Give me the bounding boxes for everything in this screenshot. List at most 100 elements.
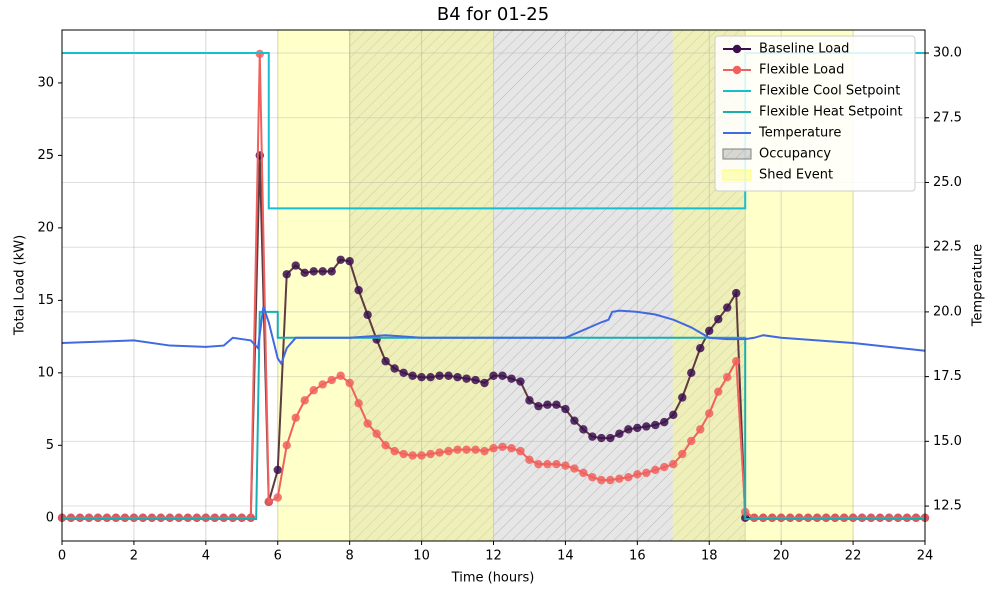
- data-point: [426, 372, 435, 382]
- data-point: [570, 416, 579, 425]
- legend-label: Temperature: [758, 126, 841, 141]
- data-point: [282, 441, 291, 450]
- data-point: [228, 513, 238, 523]
- data-point: [624, 425, 633, 434]
- y2-tick-label: 30.0: [933, 46, 962, 61]
- data-point: [624, 473, 633, 482]
- data-point: [291, 413, 300, 422]
- data-point: [507, 444, 516, 453]
- data-point: [866, 513, 876, 523]
- legend-label: Occupancy: [759, 147, 831, 162]
- data-point: [417, 372, 426, 382]
- data-point: [705, 326, 714, 336]
- data-point: [893, 513, 903, 523]
- data-point: [678, 449, 687, 459]
- data-point: [732, 288, 741, 298]
- data-point: [606, 433, 615, 443]
- data-point: [660, 462, 669, 472]
- data-point: [480, 378, 489, 388]
- data-point: [264, 497, 273, 507]
- data-point: [525, 396, 534, 405]
- data-point: [336, 371, 345, 380]
- data-point: [552, 459, 561, 469]
- data-point: [462, 445, 471, 454]
- data-point: [812, 513, 822, 523]
- data-point: [84, 513, 94, 523]
- data-point: [444, 371, 453, 380]
- legend-label: Flexible Load: [759, 63, 844, 78]
- y-tick-label: 15: [37, 293, 54, 308]
- x-tick-label: 24: [917, 549, 934, 564]
- legend-box: [714, 35, 916, 192]
- data-point: [579, 425, 588, 434]
- data-point: [453, 372, 462, 382]
- data-point: [714, 315, 723, 324]
- data-point: [534, 459, 543, 469]
- data-point: [723, 303, 732, 312]
- data-point: [758, 513, 768, 523]
- data-point: [803, 513, 813, 523]
- legend-marker: [732, 44, 742, 54]
- plot-frame: [61, 29, 926, 542]
- data-point: [327, 267, 336, 276]
- data-point: [561, 461, 570, 470]
- x-tick-label: 22: [845, 549, 862, 564]
- data-point: [597, 475, 606, 485]
- data-point: [498, 371, 507, 380]
- data-point: [390, 446, 399, 456]
- y2-axis-label: Temperature: [971, 244, 986, 327]
- data-point: [732, 357, 741, 366]
- legend-label: Flexible Heat Setpoint: [759, 105, 903, 120]
- data-point: [156, 513, 166, 523]
- data-point: [507, 374, 516, 383]
- data-point: [408, 451, 417, 460]
- data-point: [633, 423, 642, 433]
- data-point: [300, 268, 309, 278]
- legend-patch: [722, 169, 752, 181]
- data-point: [534, 401, 543, 411]
- data-point: [363, 419, 372, 428]
- legend-label: Shed Event: [759, 168, 833, 183]
- series-line: [61, 306, 926, 366]
- data-point: [174, 513, 184, 523]
- data-point: [723, 372, 732, 382]
- data-point: [192, 513, 202, 523]
- data-point: [839, 513, 849, 523]
- data-point: [327, 375, 336, 385]
- data-point: [651, 465, 660, 475]
- data-point: [660, 417, 669, 427]
- data-point: [147, 513, 157, 523]
- legend-marker: [732, 65, 742, 75]
- data-point: [237, 513, 246, 523]
- data-point: [93, 513, 103, 523]
- data-point: [381, 441, 390, 450]
- y-tick-label: 20: [37, 220, 54, 235]
- data-point: [273, 465, 282, 475]
- data-point: [480, 446, 489, 456]
- data-point: [273, 493, 282, 502]
- data-point: [345, 378, 354, 388]
- data-point: [300, 396, 309, 405]
- data-point: [66, 513, 76, 523]
- data-point: [111, 513, 121, 523]
- y-tick-label: 10: [37, 365, 54, 380]
- data-point: [687, 436, 696, 446]
- data-point: [354, 286, 363, 295]
- data-point: [102, 513, 112, 523]
- data-point: [336, 255, 345, 264]
- y-axis-label: Total Load (kW): [13, 235, 28, 336]
- data-point: [75, 513, 85, 523]
- data-point: [857, 513, 867, 523]
- data-point: [749, 513, 759, 523]
- data-point: [462, 374, 471, 383]
- data-point: [678, 393, 687, 402]
- data-point: [120, 513, 130, 523]
- data-point: [696, 343, 705, 353]
- data-point: [776, 513, 786, 523]
- data-point: [615, 429, 624, 438]
- data-point: [696, 425, 705, 434]
- data-point: [687, 368, 696, 378]
- y2-tick-label: 22.5: [933, 240, 962, 255]
- data-point: [633, 470, 642, 479]
- data-point: [417, 451, 426, 460]
